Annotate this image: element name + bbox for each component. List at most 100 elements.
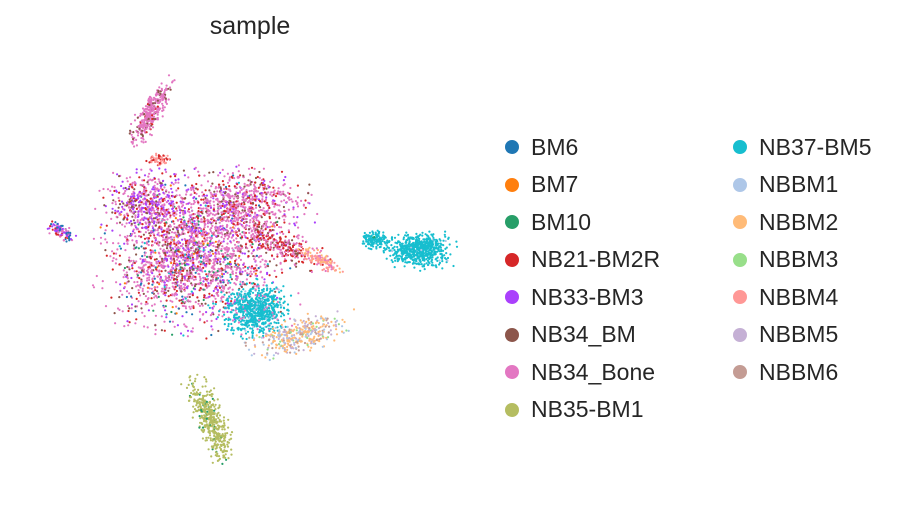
scatter-point: [163, 90, 166, 94]
scatter-point: [156, 116, 159, 120]
scatter-point: [166, 251, 169, 254]
scatter-point: [226, 242, 229, 245]
scatter-point: [114, 200, 117, 203]
scatter-point: [157, 219, 160, 222]
scatter-point: [180, 285, 183, 288]
scatter-point: [239, 268, 242, 271]
scatter-point: [123, 266, 126, 270]
scatter-point: [145, 227, 148, 230]
scatter-point: [425, 258, 428, 261]
scatter-point: [125, 290, 129, 293]
scatter-point: [201, 240, 204, 243]
scatter-point: [135, 138, 138, 141]
scatter-point: [190, 235, 193, 239]
scatter-point: [241, 198, 244, 201]
scatter-point: [209, 314, 212, 317]
scatter-point: [145, 260, 148, 263]
scatter-point: [224, 185, 228, 189]
scatter-point: [261, 184, 264, 187]
scatter-point: [131, 141, 134, 144]
scatter-point: [142, 121, 145, 124]
scatter-point: [178, 299, 181, 302]
scatter-point: [143, 118, 146, 122]
scatter-point: [227, 247, 230, 250]
scatter-point: [175, 271, 178, 274]
scatter-point: [219, 186, 222, 189]
scatter-point: [151, 244, 154, 247]
scatter-point: [178, 260, 181, 263]
scatter-point: [145, 279, 149, 282]
scatter-point: [216, 228, 219, 231]
scatter-point: [251, 313, 254, 316]
scatter-point: [233, 320, 236, 323]
scatter-point: [294, 264, 297, 267]
scatter-point: [154, 111, 157, 114]
scatter-point: [155, 216, 158, 219]
scatter-point: [126, 274, 129, 277]
scatter-point: [250, 246, 254, 249]
scatter-point: [298, 242, 301, 245]
scatter-point: [128, 201, 131, 204]
scatter-point: [111, 211, 114, 214]
scatter-point: [419, 233, 422, 236]
scatter-point: [257, 204, 261, 207]
scatter-point: [226, 250, 229, 253]
scatter-point: [187, 248, 190, 251]
scatter-point: [161, 266, 164, 269]
scatter-point: [153, 303, 156, 306]
scatter-point: [405, 261, 409, 264]
scatter-point: [230, 210, 233, 213]
scatter-point: [145, 236, 148, 240]
scatter-point: [133, 188, 136, 191]
scatter-point: [274, 316, 277, 319]
scatter-point: [221, 180, 224, 183]
scatter-point: [209, 242, 212, 245]
scatter-point: [115, 258, 118, 261]
scatter-point: [156, 105, 159, 108]
scatter-point: [157, 91, 160, 94]
scatter-point: [291, 239, 294, 242]
scatter-point: [269, 221, 272, 224]
scatter-point: [197, 249, 200, 252]
scatter-point: [240, 285, 243, 289]
scatter-point: [58, 229, 61, 232]
scatter-point: [131, 181, 134, 184]
scatter-point: [276, 300, 279, 304]
scatter-point: [195, 234, 198, 237]
scatter-point: [274, 294, 277, 297]
scatter-point: [258, 209, 261, 212]
scatter-point: [223, 200, 226, 203]
scatter-point: [152, 193, 155, 196]
scatter-point: [308, 183, 311, 186]
scatter-point: [269, 237, 272, 240]
scatter-point: [98, 189, 101, 192]
scatter-point: [297, 252, 300, 255]
scatter-point: [173, 251, 176, 254]
scatter-point: [441, 260, 444, 263]
scatter-point: [208, 292, 211, 295]
scatter-point: [182, 216, 185, 219]
scatter-point: [269, 245, 272, 248]
scatter-point: [138, 127, 141, 130]
scatter-point: [192, 189, 195, 192]
scatter-point: [146, 290, 149, 293]
scatter-point: [137, 213, 140, 216]
scatter-point: [164, 250, 167, 253]
scatter-point: [160, 87, 163, 90]
scatter-point: [150, 212, 153, 215]
scatter-point: [174, 179, 177, 182]
scatter-point: [245, 319, 248, 322]
scatter-point: [252, 202, 255, 205]
scatter-point: [217, 252, 220, 255]
scatter-point: [145, 273, 148, 276]
scatter-point: [184, 211, 187, 214]
scatter-point: [152, 233, 155, 236]
scatter-point: [240, 306, 243, 309]
scatter-point: [229, 302, 232, 305]
scatter-point: [212, 305, 215, 308]
scatter-point: [226, 310, 229, 313]
scatter-point: [162, 218, 165, 221]
scatter-point: [151, 249, 154, 252]
scatter-point: [168, 287, 171, 290]
scatter-point: [286, 303, 290, 306]
